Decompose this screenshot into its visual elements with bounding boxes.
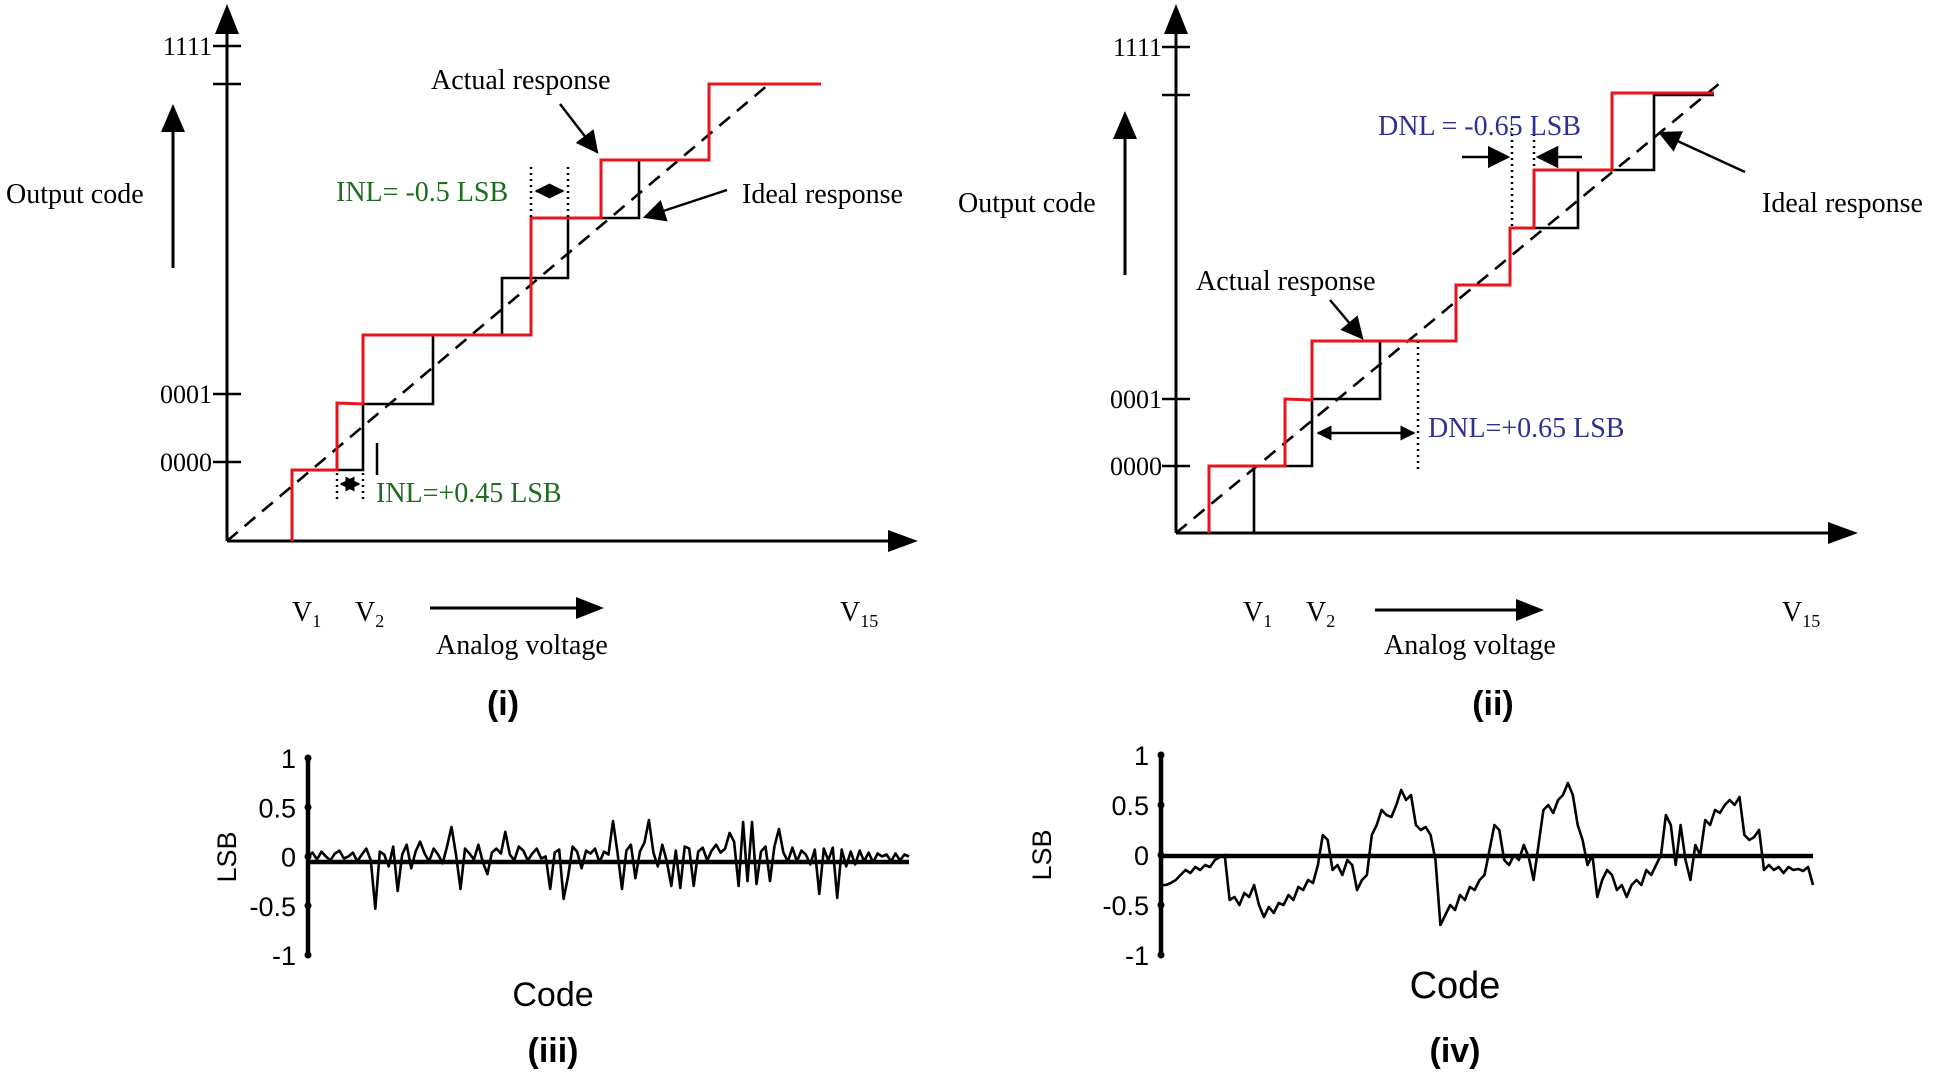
panel-i-x-axis-arrow-icon xyxy=(888,530,918,552)
panel-i-inl-neg-label: INL= -0.5 LSB xyxy=(336,177,508,208)
iv-ytick-mark xyxy=(1157,951,1165,959)
iii-ytick-label: 0 xyxy=(281,843,296,873)
panel-ii-dnl-pos-label: DNL=+0.65 LSB xyxy=(1428,413,1624,444)
iv-ytick-label: 0 xyxy=(1134,841,1149,871)
iv-ytick-label: -1 xyxy=(1125,941,1149,971)
panel-ii: 1111 0001 0000 Output code V1 V2 V15 Ana… xyxy=(958,4,1923,723)
panel-ii-actual-response-label: Actual response xyxy=(1196,266,1376,297)
panel-i-xtick-v2: V2 xyxy=(355,597,384,631)
iii-ytick-label: 0.5 xyxy=(258,793,296,823)
panel-ii-xlabel-arrow-icon xyxy=(1516,599,1544,621)
panel-iii-dnl-line xyxy=(307,818,910,910)
panel-iii: 1 0.5 0 -0.5 -1 LSB Code (iii) xyxy=(212,744,910,1070)
panel-i-actual-response-label: Actual response xyxy=(431,65,611,96)
panel-i-label: (i) xyxy=(487,685,519,723)
iii-ytick-mark xyxy=(304,951,312,959)
panel-i-ideal-transfer-line xyxy=(226,83,770,542)
panel-i-actual-staircase xyxy=(290,82,821,541)
panel-ii-xtick-v1: V1 xyxy=(1243,597,1272,631)
panel-i: 1111 0001 0000 Output code V1 V2 V15 Ana… xyxy=(6,4,918,723)
panel-i-ytick-label: 0000 xyxy=(160,448,212,477)
panel-ii-actual-staircase xyxy=(1207,91,1714,533)
iv-ytick-label: 1 xyxy=(1134,741,1149,771)
panel-ii-ideal-response-label: Ideal response xyxy=(1762,188,1923,219)
panel-ii-xtick-v2: V2 xyxy=(1306,597,1335,631)
panel-iv: 1 0.5 0 -0.5 -1 LSB Code (iv) xyxy=(1027,741,1815,1070)
panel-i-ytick-label: 0001 xyxy=(160,380,212,409)
iv-ytick-mark xyxy=(1157,801,1165,809)
panel-ii-ideal-staircase xyxy=(1252,93,1714,533)
panel-i-xlabel-arrow-icon xyxy=(576,597,604,619)
panel-iii-label: (iii) xyxy=(528,1032,579,1070)
panel-ii-ytick-label: 0000 xyxy=(1110,452,1162,481)
panel-iii-xlabel: Code xyxy=(512,976,593,1014)
panel-ii-y-axis-arrow-icon xyxy=(1164,4,1188,34)
panel-i-xtick-v15: V15 xyxy=(840,597,878,631)
panel-ii-ideal-response-arrow-icon xyxy=(1657,131,1746,174)
panel-ii-dnl-neg-label: DNL = -0.65 LSB xyxy=(1378,111,1581,142)
iii-ytick-label: -0.5 xyxy=(249,892,296,922)
panel-ii-xtick-v15: V15 xyxy=(1782,597,1820,631)
panel-i-ideal-response-arrow-icon xyxy=(642,188,728,222)
panel-ii-ideal-transfer-line xyxy=(1175,81,1721,535)
panel-i-ideal-response-label: Ideal response xyxy=(742,179,903,210)
panel-i-y-axis-arrow-icon xyxy=(215,4,239,34)
panel-ii-ytick-label: 0001 xyxy=(1110,385,1162,414)
iv-ytick-mark xyxy=(1157,751,1165,759)
iv-ytick-label: -0.5 xyxy=(1102,891,1149,921)
panel-iv-label: (iv) xyxy=(1430,1032,1481,1070)
panel-iv-ylabel: LSB xyxy=(1027,829,1057,880)
panel-ii-actual-response-arrow-icon xyxy=(1329,299,1364,340)
iii-ytick-label: 1 xyxy=(281,744,296,774)
panel-ii-ylabel: Output code xyxy=(958,188,1096,219)
panel-i-xtick-v1: V1 xyxy=(292,597,321,631)
panel-i-actual-response-arrow-icon xyxy=(559,103,599,154)
panel-i-xlabel: Analog voltage xyxy=(436,630,608,661)
iii-ytick-mark xyxy=(304,902,312,910)
panel-i-ylabel-arrow-icon xyxy=(161,104,185,132)
iii-ytick-label: -1 xyxy=(272,941,296,971)
panel-i-ylabel: Output code xyxy=(6,179,144,210)
panel-ii-ylabel-arrow-icon xyxy=(1113,111,1137,139)
panel-ii-x-axis-arrow-icon xyxy=(1828,522,1858,544)
panel-i-ytick-label: 1111 xyxy=(163,32,212,61)
iii-ytick-mark xyxy=(304,803,312,811)
iv-ytick-mark xyxy=(1157,901,1165,909)
panel-iv-inl-line xyxy=(1161,781,1815,927)
iv-ytick-label: 0.5 xyxy=(1111,791,1149,821)
panel-iii-ylabel: LSB xyxy=(212,831,242,882)
panel-iv-xlabel: Code xyxy=(1410,965,1501,1007)
panel-ii-xlabel: Analog voltage xyxy=(1384,630,1556,661)
panel-i-inl-pos-label: INL=+0.45 LSB xyxy=(376,478,562,509)
panel-ii-label: (ii) xyxy=(1472,685,1514,723)
iii-ytick-mark xyxy=(304,754,312,762)
panel-ii-ytick-label: 1111 xyxy=(1113,33,1162,62)
